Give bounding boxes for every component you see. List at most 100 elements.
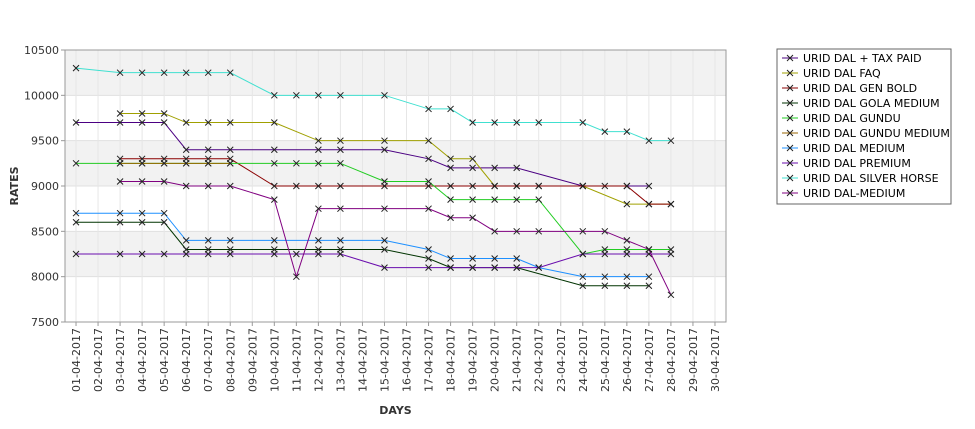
- data-point: [160, 250, 168, 258]
- data-point: [535, 182, 543, 190]
- x-tick-label: 05-04-2017: [158, 328, 171, 392]
- data-point: [469, 264, 476, 271]
- legend-item: URID DAL-MEDIUM: [782, 187, 905, 200]
- legend-label: URID DAL + TAX PAID: [803, 52, 922, 65]
- data-point: [381, 205, 388, 213]
- data-point: [116, 178, 124, 185]
- data-point: [513, 182, 521, 190]
- data-point: [160, 119, 168, 126]
- data-point: [204, 146, 212, 154]
- data-point: [601, 250, 609, 258]
- x-tick-label: 01-04-2017: [70, 328, 83, 392]
- data-point: [645, 246, 653, 253]
- data-point: [623, 282, 631, 290]
- data-point: [182, 237, 190, 244]
- y-axis-title: RATES: [8, 166, 21, 205]
- x-tick-label: 15-04-2017: [378, 328, 391, 392]
- data-point: [513, 164, 521, 172]
- data-point: [535, 227, 543, 235]
- x-tick-label: 19-04-2017: [467, 328, 480, 392]
- data-point: [116, 69, 124, 77]
- data-point: [182, 119, 190, 126]
- data-point: [337, 250, 344, 258]
- data-point: [425, 178, 432, 185]
- x-tick-label: 07-04-2017: [202, 328, 215, 392]
- x-tick-label: 14-04-2017: [356, 328, 369, 392]
- y-axis: 7500 8000 8500 9000 9500 10000 10500: [24, 44, 65, 329]
- data-point: [381, 237, 388, 244]
- data-point: [447, 155, 454, 163]
- data-point: [491, 264, 499, 271]
- data-point: [182, 159, 190, 167]
- legend-label: URID DAL PREMIUM: [803, 157, 911, 170]
- data-point: [116, 110, 124, 117]
- data-point: [204, 182, 212, 190]
- data-point: [469, 182, 476, 190]
- x-tick-label: 28-04-2017: [665, 328, 678, 392]
- data-point: [623, 250, 631, 258]
- x-tick-label: 16-04-2017: [401, 328, 414, 392]
- legend-item: URID DAL GUNDU MEDIUM: [782, 127, 950, 140]
- x-tick-label: 11-04-2017: [290, 328, 303, 392]
- y-tick-label: 8000: [31, 271, 59, 284]
- series: [72, 64, 675, 145]
- x-tick-label: 03-04-2017: [114, 328, 127, 392]
- data-point: [447, 214, 454, 222]
- data-point: [72, 250, 80, 258]
- data-point: [623, 128, 631, 135]
- legend-label: URID DAL GEN BOLD: [803, 82, 917, 95]
- data-point: [226, 119, 234, 126]
- data-point: [667, 137, 675, 145]
- data-point: [337, 159, 344, 167]
- data-point: [204, 69, 212, 77]
- x-tick-label: 04-04-2017: [136, 328, 149, 392]
- y-tick-label: 9500: [31, 135, 59, 148]
- data-point: [667, 291, 675, 299]
- series-line: [120, 180, 672, 296]
- legend-item: URID DAL PREMIUM: [782, 157, 911, 170]
- data-point: [579, 227, 587, 235]
- data-point: [469, 214, 476, 222]
- data-point: [204, 159, 212, 167]
- data-point: [116, 250, 124, 258]
- data-point: [270, 196, 278, 203]
- legend-label: URID DAL SILVER HORSE: [803, 172, 939, 185]
- series-group: [72, 64, 675, 299]
- data-point: [160, 209, 168, 217]
- data-point: [623, 273, 631, 281]
- x-tick-label: 12-04-2017: [312, 328, 325, 392]
- data-point: [270, 91, 278, 99]
- legend-box: [776, 48, 952, 205]
- data-point: [72, 218, 80, 226]
- data-point: [425, 155, 432, 163]
- data-point: [270, 237, 278, 244]
- data-point: [645, 182, 653, 190]
- data-point: [160, 110, 168, 117]
- data-point: [491, 164, 499, 172]
- data-point: [381, 91, 388, 99]
- series-line: [76, 122, 649, 187]
- data-point: [337, 137, 344, 145]
- data-point: [535, 119, 543, 126]
- series: [72, 250, 675, 271]
- data-point: [425, 246, 432, 253]
- grid-band: [65, 276, 726, 322]
- data-point: [160, 159, 168, 167]
- legend-label: URID DAL FAQ: [803, 67, 881, 80]
- data-point: [535, 196, 543, 203]
- data-point: [491, 255, 499, 262]
- legend-label: URID DAL GOLA MEDIUM: [803, 97, 940, 110]
- data-point: [138, 209, 146, 217]
- data-point: [138, 250, 146, 258]
- data-point: [270, 119, 278, 126]
- data-point: [72, 64, 80, 72]
- x-axis-title: DAYS: [379, 404, 412, 417]
- data-point: [292, 273, 300, 281]
- x-tick-label: 30-04-2017: [709, 328, 722, 392]
- legend-item: URID DAL GOLA MEDIUM: [782, 97, 940, 110]
- data-point: [447, 255, 454, 262]
- x-tick-label: 20-04-2017: [489, 328, 502, 392]
- data-point: [447, 196, 454, 203]
- data-point: [315, 250, 322, 258]
- data-point: [226, 182, 234, 190]
